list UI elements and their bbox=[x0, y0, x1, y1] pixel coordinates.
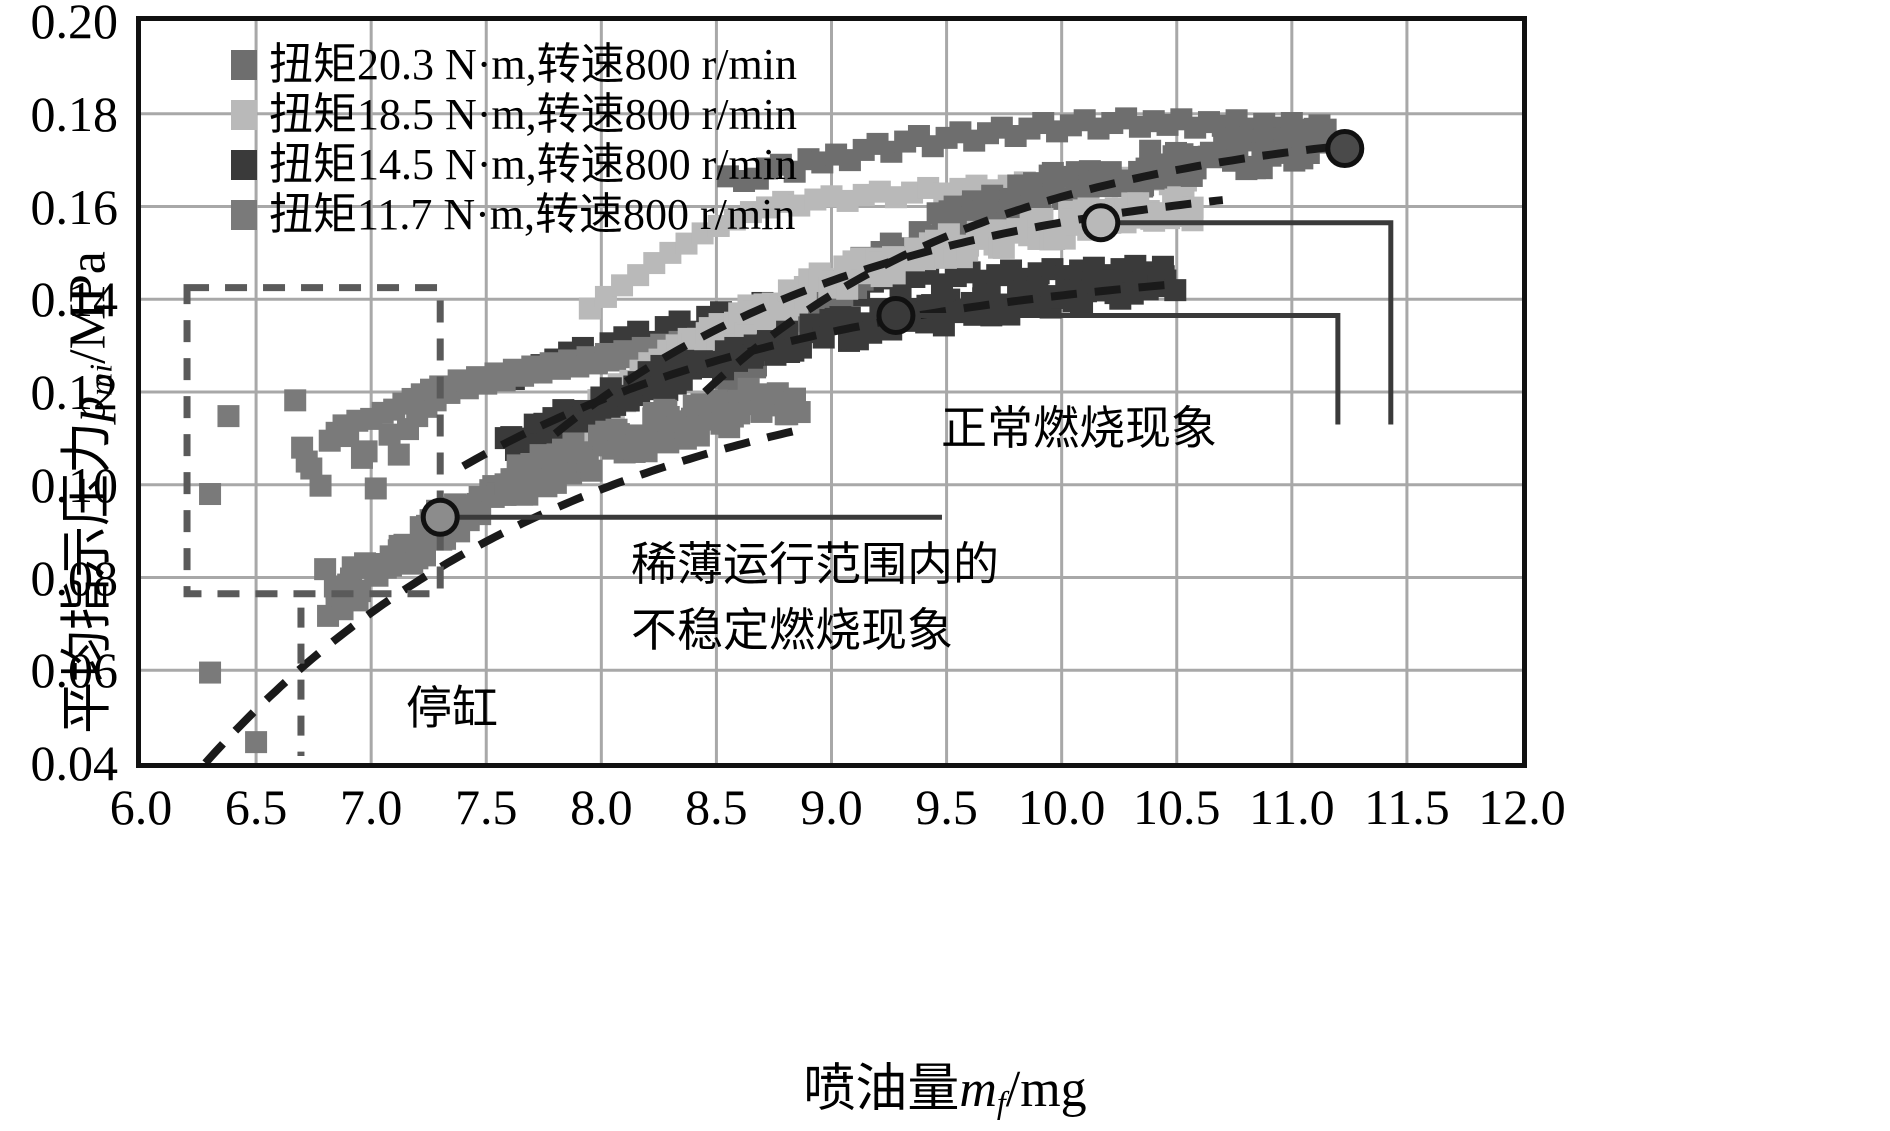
leader-185 bbox=[1100, 220, 1394, 425]
x-tick-9-0: 9.0 bbox=[800, 779, 863, 835]
y-tick-0-06: 0.06 bbox=[30, 642, 119, 699]
legend-swatch-icon bbox=[231, 50, 257, 80]
leader-145 bbox=[895, 312, 1341, 425]
x-tick-6-5: 6.5 bbox=[224, 779, 288, 835]
y-tick-0-14: 0.14 bbox=[30, 271, 119, 328]
x-axis-symbol: m bbox=[959, 1061, 997, 1118]
legend-label: 扭矩20.3 N·m,转速800 r/min bbox=[269, 40, 797, 89]
annotation-lean-line2: 不稳定燃烧现象 bbox=[631, 605, 953, 656]
x-axis-subscript: f bbox=[996, 1084, 1006, 1121]
x-tick-7-0: 7.0 bbox=[339, 779, 403, 835]
trend-lines bbox=[202, 141, 1350, 763]
legend: 扭矩20.3 N·m,转速800 r/min 扭矩18.5 N·m,转速800 r… bbox=[231, 41, 797, 241]
plot-graphics bbox=[141, 21, 1522, 763]
x-axis-label: 喷油量mf/mg bbox=[0, 1046, 1890, 1121]
dashed-region-box bbox=[183, 284, 444, 598]
x-tick-10-0: 10.0 bbox=[1017, 779, 1106, 835]
annotation-normal-combustion: 正常燃烧现象 bbox=[941, 403, 1217, 454]
legend-swatch-icon bbox=[231, 100, 257, 130]
y-tick-0-08: 0.08 bbox=[30, 549, 119, 606]
y-tick-0-20: 0.20 bbox=[30, 0, 119, 49]
x-tick-9-5: 9.5 bbox=[915, 779, 978, 835]
legend-item-2[interactable]: 扭矩14.5 N·m,转速800 r/min bbox=[231, 141, 797, 189]
x-tick-8-0: 8.0 bbox=[570, 779, 633, 835]
y-tick-0-16: 0.16 bbox=[30, 178, 119, 235]
y-tick-0-18: 0.18 bbox=[30, 85, 119, 142]
legend-item-0[interactable]: 扭矩20.3 N·m,转速800 r/min bbox=[231, 41, 797, 89]
x-tick-11-0: 11.0 bbox=[1249, 779, 1335, 835]
callout-leaders bbox=[420, 129, 1394, 537]
x-tick-12-0: 12.0 bbox=[1478, 779, 1566, 835]
x-tick-8-5: 8.5 bbox=[685, 779, 748, 835]
legend-label: 扭矩14.5 N·m,转速800 r/min bbox=[269, 140, 797, 189]
y-tick-0-12: 0.12 bbox=[30, 364, 119, 420]
annotation-cylinder-cut: 停缸 bbox=[406, 683, 498, 734]
legend-label: 扭矩11.7 N·m,转速800 r/min bbox=[269, 190, 796, 239]
x-tick-7-5: 7.5 bbox=[455, 779, 518, 835]
x-tick-10-5: 10.5 bbox=[1133, 779, 1221, 835]
y-tick-0-10: 0.10 bbox=[30, 456, 119, 513]
plot-area: 扭矩20.3 N·m,转速800 r/min 扭矩18.5 N·m,转速800 r… bbox=[136, 16, 1527, 768]
y-tick-0-04: 0.04 bbox=[30, 735, 119, 791]
x-tick-6-0: 6.0 bbox=[109, 779, 173, 835]
x-axis-unit: /mg bbox=[1005, 1061, 1087, 1118]
legend-swatch-icon bbox=[231, 150, 257, 180]
annotation-lean-line1: 稀薄运行范围内的 bbox=[631, 539, 999, 590]
x-axis-label-cn: 喷油量 bbox=[803, 1061, 960, 1118]
legend-item-1[interactable]: 扭矩18.5 N·m,转速800 r/min bbox=[231, 91, 797, 139]
plot-inner bbox=[141, 21, 1522, 763]
x-tick-11-5: 11.5 bbox=[1364, 779, 1450, 835]
legend-label: 扭矩18.5 N·m,转速800 r/min bbox=[269, 90, 797, 139]
legend-swatch-icon bbox=[231, 200, 257, 230]
legend-item-3[interactable]: 扭矩11.7 N·m,转速800 r/min bbox=[231, 191, 797, 239]
